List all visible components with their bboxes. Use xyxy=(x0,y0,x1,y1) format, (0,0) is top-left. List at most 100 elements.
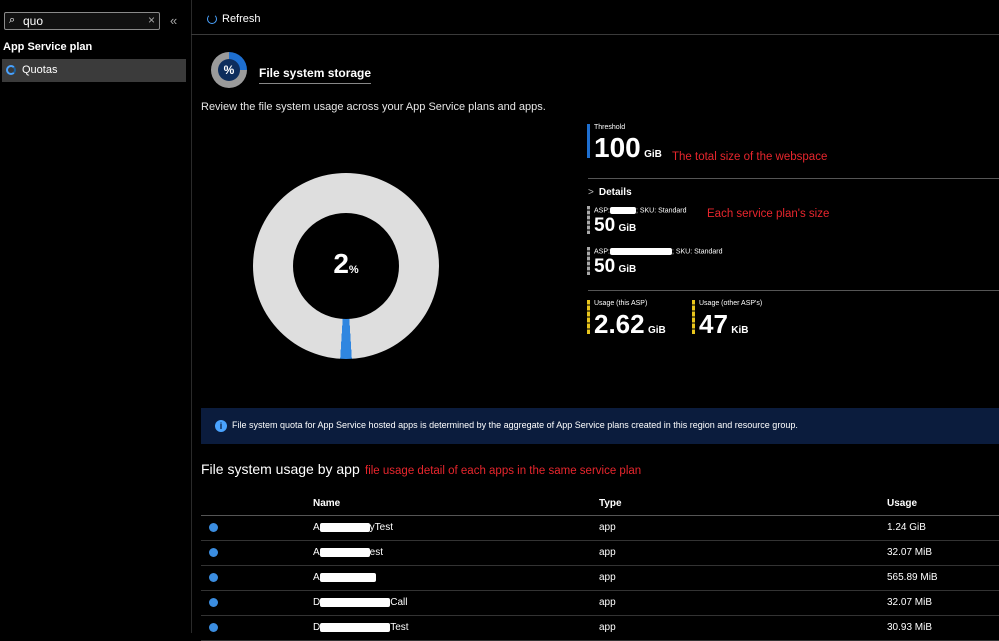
table-header: Name Type Usage xyxy=(201,495,999,516)
info-banner: i File system quota for App Service host… xyxy=(201,408,999,444)
search-input[interactable] xyxy=(23,13,133,29)
redacted-text xyxy=(320,597,391,607)
redacted-text xyxy=(319,572,376,582)
app-service-icon xyxy=(209,573,218,582)
storage-percent-icon-text: % xyxy=(218,59,240,81)
plan-unit: GiB xyxy=(618,264,637,275)
plan-value: 50 GiB xyxy=(594,215,636,237)
refresh-label: Refresh xyxy=(222,13,261,25)
divider xyxy=(588,178,999,179)
storage-percent-icon: % xyxy=(211,52,247,88)
redacted-text xyxy=(319,522,370,532)
donut-hole xyxy=(293,213,399,319)
sidebar-item-quotas[interactable]: Quotas xyxy=(2,59,186,82)
app-type: app xyxy=(599,572,616,583)
info-banner-text: File system quota for App Service hosted… xyxy=(232,420,798,430)
donut-percent-value: 2 xyxy=(333,248,349,279)
apps-section-title: File system usage by app xyxy=(201,461,360,477)
app-type: app xyxy=(599,547,616,558)
annotation-plan-size: Each service plan's size xyxy=(707,208,830,220)
usage-other-caption: Usage (other ASP's) xyxy=(699,300,763,307)
app-usage: 1.24 GiB xyxy=(887,522,926,533)
column-header-type[interactable]: Type xyxy=(599,498,622,509)
plan-bar xyxy=(587,247,590,275)
page-title: File system storage xyxy=(259,66,372,84)
table-row[interactable]: D Call app 32.07 MiB xyxy=(201,591,999,616)
refresh-icon xyxy=(207,14,217,24)
page-description: Review the file system usage across your… xyxy=(201,101,546,113)
clear-search-icon[interactable]: × xyxy=(147,13,155,27)
plan-caption: ASP:; SKU: Standard xyxy=(594,207,687,215)
app-service-icon xyxy=(209,548,218,557)
chevron-right-icon: > xyxy=(588,187,594,198)
app-service-icon xyxy=(209,523,218,532)
table-row[interactable]: A app 565.89 MiB xyxy=(201,566,999,591)
app-type: app xyxy=(599,622,616,633)
redacted-text xyxy=(609,207,636,214)
threshold-bar xyxy=(587,124,590,158)
plan-number: 50 xyxy=(594,215,616,236)
redacted-text xyxy=(609,248,672,255)
quota-icon xyxy=(6,65,16,75)
donut-center-label: 2% xyxy=(253,248,439,280)
nav-group-title: App Service plan xyxy=(3,41,93,53)
plan-unit: GiB xyxy=(618,223,637,234)
plan-bar xyxy=(587,206,590,234)
app-usage: 32.07 MiB xyxy=(887,547,933,558)
threshold-value: 100 GiB xyxy=(594,132,662,164)
redacted-text xyxy=(319,547,370,557)
plan-value: 50 GiB xyxy=(594,256,636,278)
collapse-sidebar-icon[interactable]: « xyxy=(170,13,178,28)
usage-this-asp-stat: Usage (this ASP) 2.62 GiB xyxy=(587,300,687,340)
search-box[interactable]: ⌕ × xyxy=(4,12,160,30)
threshold-stat: Threshold 100 GiB xyxy=(587,124,667,163)
usage-this-number: 2.62 xyxy=(594,309,645,339)
search-icon: ⌕ xyxy=(9,14,16,26)
column-header-usage[interactable]: Usage xyxy=(887,498,918,509)
redacted-text xyxy=(320,622,391,632)
sidebar-item-label: Quotas xyxy=(22,64,58,76)
info-icon: i xyxy=(215,420,227,432)
app-name[interactable]: A xyxy=(313,572,376,583)
donut-percent-unit: % xyxy=(348,264,359,276)
app-service-icon xyxy=(209,623,218,632)
app-usage: 565.89 MiB xyxy=(887,572,938,583)
refresh-button[interactable]: Refresh xyxy=(207,13,261,25)
plan-stat-1: ASP:; SKU: Standard 50 GiB xyxy=(587,206,707,238)
details-label: Details xyxy=(598,187,632,198)
app-name[interactable]: D Call xyxy=(313,597,408,608)
column-header-name[interactable]: Name xyxy=(313,498,341,509)
usage-other-number: 47 xyxy=(699,309,728,339)
usage-this-unit: GiB xyxy=(647,325,666,336)
usage-other-value: 47 KiB xyxy=(699,309,749,340)
plan-stat-2: ASP:; SKU: Standard 50 GiB xyxy=(587,247,727,279)
divider xyxy=(588,290,999,291)
app-type: app xyxy=(599,597,616,608)
usage-other-asp-stat: Usage (other ASP's) 47 KiB xyxy=(692,300,792,340)
usage-donut-chart xyxy=(253,173,439,359)
usage-other-unit: KiB xyxy=(731,325,749,336)
sidebar: ⌕ × « App Service plan Quotas xyxy=(0,0,192,633)
annotation-apps: file usage detail of each apps in the sa… xyxy=(365,465,642,477)
details-toggle[interactable]: > Details xyxy=(588,187,632,198)
threshold-number: 100 xyxy=(594,132,641,163)
app-usage: 30.93 MiB xyxy=(887,622,933,633)
command-bar: Refresh xyxy=(191,0,999,35)
app-name[interactable]: D Test xyxy=(313,622,409,633)
app-service-icon xyxy=(209,598,218,607)
app-type: app xyxy=(599,522,616,533)
plan-number: 50 xyxy=(594,256,616,277)
usage-this-caption: Usage (this ASP) xyxy=(594,300,648,307)
table-row[interactable]: D Test app 30.93 MiB xyxy=(201,616,999,641)
usage-this-value: 2.62 GiB xyxy=(594,309,666,340)
threshold-unit: GiB xyxy=(644,149,662,160)
threshold-caption: Threshold xyxy=(594,124,626,131)
usage-bar xyxy=(692,300,695,334)
app-usage: 32.07 MiB xyxy=(887,597,933,608)
plan-caption: ASP:; SKU: Standard xyxy=(594,248,723,256)
